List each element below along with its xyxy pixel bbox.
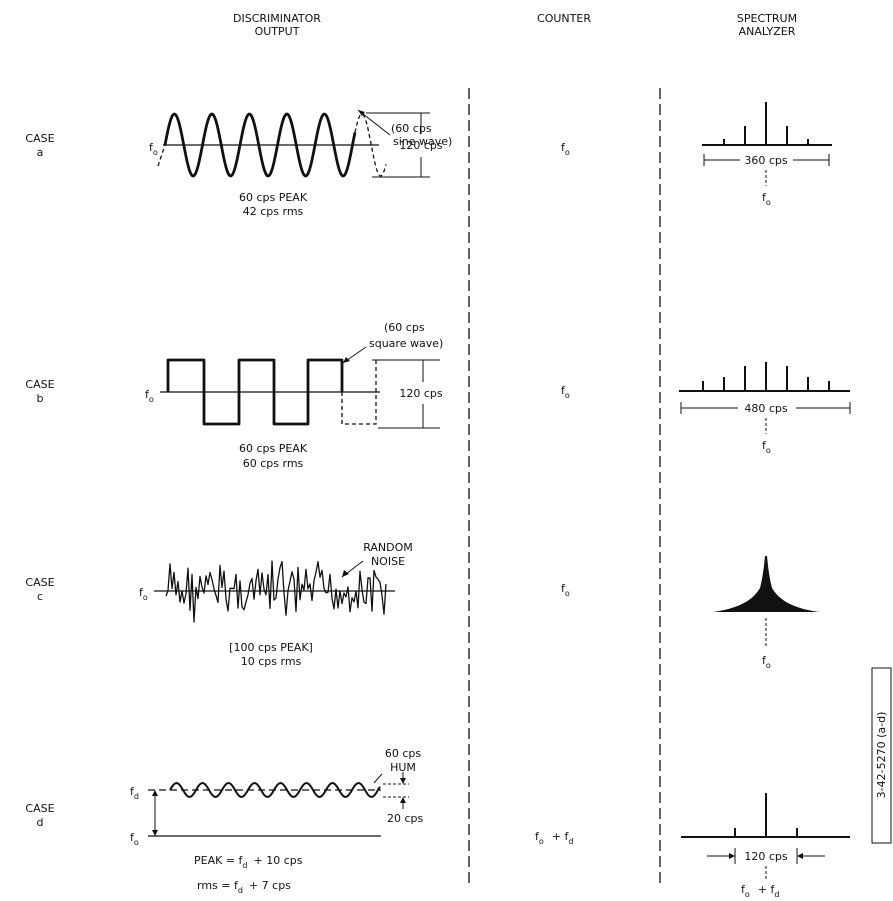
case-c-baseline-label: fo <box>139 586 148 602</box>
header-spectrum-line2: ANALYZER <box>739 25 796 38</box>
case-a-sine-wave-extension <box>157 113 387 177</box>
case-a-label-line1: CASE <box>25 132 54 145</box>
case-d-span-arrowhead-left <box>729 853 735 859</box>
case-d-note-arrow <box>373 773 383 784</box>
case-b-label-line1: CASE <box>25 378 54 391</box>
case-b-amplitude: 120 cps <box>399 387 443 400</box>
case-b: CASE b fo (60 cps square wave) 120 cps 6… <box>25 321 851 470</box>
case-a-label-line2: a <box>37 146 44 159</box>
case-d-span: 120 cps <box>744 850 788 863</box>
case-b-span: 480 cps <box>744 402 788 415</box>
case-c: CASE c fo RANDOM NOISE [100 cps PEAK] 10… <box>25 541 819 670</box>
case-c-note-line2: NOISE <box>371 555 405 568</box>
case-b-note-line2: square wave) <box>369 337 443 350</box>
header-counter: COUNTER <box>537 12 591 25</box>
case-c-peak: [100 cps PEAK] <box>229 641 313 654</box>
header-discriminator-line1: DISCRIMINATOR <box>233 12 321 25</box>
figure-id-box: 3-42-5270 (a-d) <box>871 667 892 844</box>
case-c-label-line2: c <box>37 590 43 603</box>
case-b-note-line1: (60 cps <box>384 321 425 334</box>
case-d-baseline-label: fo <box>130 831 139 847</box>
case-a-note-arrowhead <box>358 110 365 116</box>
case-a-baseline-label: fo <box>149 141 158 157</box>
case-c-note-line1: RANDOM <box>363 541 413 554</box>
case-c-counter: fo <box>561 582 570 598</box>
case-b-square-wave <box>166 358 344 426</box>
case-b-square-wave-extension <box>341 359 380 425</box>
case-d-note-line2: HUM <box>390 761 416 774</box>
case-a-span: 360 cps <box>744 154 788 167</box>
case-b-label-line2: b <box>37 392 44 405</box>
case-d-offset-arrowhead-up <box>152 790 158 796</box>
case-a-sine-wave <box>163 112 357 178</box>
case-d-amplitude: 20 cps <box>387 812 424 825</box>
case-d-label-line1: CASE <box>25 802 54 815</box>
case-d-counter: fo + fd <box>535 830 573 846</box>
case-c-rms: 10 cps rms <box>241 655 302 668</box>
case-a-center-label: fo <box>762 191 771 207</box>
case-d-offset-arrowhead-down <box>152 830 158 836</box>
case-b-peak: 60 cps PEAK <box>239 442 308 455</box>
case-c-noise-trace <box>165 560 387 623</box>
case-a-note-line2: sine wave) <box>393 135 452 148</box>
case-d-peak: PEAK = fd + 10 cps <box>194 854 303 870</box>
header-discriminator-line2: OUTPUT <box>255 25 300 38</box>
case-b-center-label: fo <box>762 439 771 455</box>
case-b-counter: fo <box>561 384 570 400</box>
case-c-center-label: fo <box>762 654 771 670</box>
case-d-label-line2: d <box>37 816 44 829</box>
case-a-peak: 60 cps PEAK <box>239 191 308 204</box>
case-c-noise-spectrum <box>713 556 819 612</box>
case-b-rms: 60 cps rms <box>243 457 304 470</box>
case-d: CASE d fd fo 60 cps HUM 20 cps PEAK = fd… <box>25 747 850 899</box>
case-d-dim-arrow-upper <box>400 778 406 784</box>
case-d-span-arrowhead-right <box>797 853 803 859</box>
case-a-note-line1: (60 cps <box>391 122 432 135</box>
column-headers: DISCRIMINATOR OUTPUT COUNTER SPECTRUM AN… <box>233 12 797 38</box>
case-d-center-label: fo + fd <box>741 883 779 899</box>
case-a: CASE a fo (60 cps sine wave) 120 cps 60 … <box>25 102 832 218</box>
figure-id: 3-42-5270 (a-d) <box>875 712 888 799</box>
case-c-note-arrowhead <box>342 570 349 577</box>
case-d-note-line1: 60 cps <box>385 747 422 760</box>
case-d-offset-label: fd <box>130 785 139 801</box>
case-b-note-arrowhead <box>343 357 350 363</box>
case-a-counter: fo <box>561 141 570 157</box>
case-d-rms: rms = fd + 7 cps <box>197 879 291 895</box>
case-b-baseline-label: fo <box>145 388 154 404</box>
case-c-label-line1: CASE <box>25 576 54 589</box>
case-d-hum-wave <box>169 782 381 798</box>
case-a-amplitude: 120 cps <box>399 139 443 152</box>
case-a-rms: 42 cps rms <box>243 205 304 218</box>
case-d-dim-arrow-lower <box>400 797 406 803</box>
header-spectrum-line1: SPECTRUM <box>737 12 797 25</box>
